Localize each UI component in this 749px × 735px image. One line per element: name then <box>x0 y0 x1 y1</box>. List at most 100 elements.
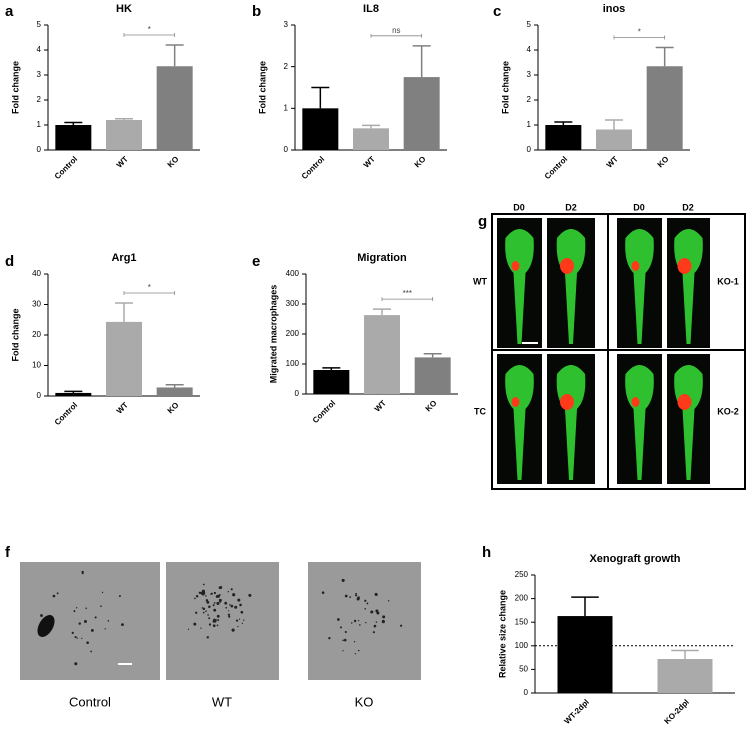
cell-dot <box>359 624 361 626</box>
y-tick-label: 100 <box>515 641 529 650</box>
cell-dot <box>213 591 216 595</box>
cell-dot <box>365 621 367 624</box>
tumor <box>560 394 574 410</box>
cell-dot <box>343 638 347 642</box>
y-tick-label: 2 <box>527 95 532 104</box>
panel-letter: b <box>252 3 261 20</box>
cell-dot <box>370 610 374 614</box>
bar <box>106 321 142 396</box>
cell-dot <box>121 623 124 627</box>
error-bar <box>64 390 83 393</box>
tumor <box>511 397 520 407</box>
cell-dot <box>90 628 94 632</box>
cell-dot <box>202 591 206 595</box>
cell-dot <box>208 617 211 620</box>
cell-dot <box>354 653 357 655</box>
cell-dot <box>239 603 242 607</box>
image-caption: WT <box>212 694 232 709</box>
cell-dot <box>216 594 220 598</box>
error-bar <box>412 45 431 78</box>
cell-dot <box>341 578 345 582</box>
x-tick-label: WT <box>362 154 377 169</box>
y-tick-label: 250 <box>515 570 529 579</box>
cell-dot <box>328 636 331 640</box>
cell-dot <box>219 598 222 602</box>
cell-dot <box>342 639 344 642</box>
cell-dot <box>364 607 366 610</box>
y-axis-label: Fold change <box>10 308 20 361</box>
fish-body <box>505 365 534 480</box>
y-tick-label: 1 <box>527 120 532 129</box>
cell-dot <box>107 620 110 622</box>
significance-label: * <box>148 25 151 34</box>
cell-dot <box>73 610 76 613</box>
row-label: KO-2 <box>717 406 739 416</box>
cell-dot <box>202 583 205 586</box>
panel-letter: d <box>5 253 14 270</box>
chart-title: HK <box>116 3 132 15</box>
panel-letter: e <box>252 253 260 270</box>
cell-dot <box>248 593 252 597</box>
y-tick-label: 40 <box>32 269 41 278</box>
cell-dot <box>212 624 216 628</box>
error-bar <box>571 596 599 617</box>
cell-dot <box>101 591 104 594</box>
bar <box>403 77 440 150</box>
cell-dot <box>237 598 241 602</box>
cell-dot <box>213 619 215 622</box>
x-tick-label: WT <box>373 398 388 413</box>
y-axis-label: Relative size change <box>497 590 507 678</box>
cell-dot <box>342 650 344 652</box>
panel-letter: c <box>493 3 501 20</box>
cell-dot <box>202 611 205 614</box>
error-bar <box>165 44 184 67</box>
cell-dot <box>366 602 369 605</box>
bar <box>557 616 613 693</box>
y-tick-label: 200 <box>286 329 300 338</box>
row-label: TC <box>474 406 486 416</box>
cell-dot <box>40 614 43 617</box>
cell-dot <box>224 601 228 605</box>
cell-dot <box>374 592 378 596</box>
y-tick-label: 50 <box>519 665 528 674</box>
cell-dot <box>227 610 230 612</box>
cell-dot <box>232 593 236 597</box>
cell-dot <box>355 594 358 597</box>
cell-dot <box>382 619 385 622</box>
panel-letter: h <box>482 544 491 561</box>
cell-dot <box>56 592 59 595</box>
x-tick-label: KO <box>424 399 439 414</box>
x-tick-label: KO-2dpl <box>663 698 691 726</box>
error-bar <box>423 353 442 358</box>
y-tick-label: 30 <box>32 300 41 309</box>
tumor <box>677 394 692 410</box>
bar <box>313 370 350 394</box>
y-tick-label: 0 <box>295 389 300 398</box>
cell-dot <box>350 622 353 624</box>
y-tick-label: 150 <box>515 617 529 626</box>
cell-dot <box>353 619 357 623</box>
bar <box>545 125 582 150</box>
cell-dot <box>321 591 325 594</box>
cell-dot <box>230 588 233 591</box>
y-tick-label: 300 <box>286 299 300 308</box>
x-tick-label: WT-2dpl <box>563 698 591 726</box>
error-bar <box>165 383 184 388</box>
cell-dot <box>353 641 356 643</box>
cell-dot <box>357 649 360 652</box>
cell-dot <box>81 570 84 574</box>
y-tick-label: 3 <box>37 70 42 79</box>
y-tick-label: 1 <box>284 103 289 112</box>
cell-dot <box>216 624 219 627</box>
cell-dot <box>86 641 89 644</box>
x-tick-label: KO <box>166 155 181 170</box>
cell-dot <box>357 596 360 599</box>
significance-label: ns <box>392 26 400 35</box>
x-tick-label: WT <box>605 154 620 169</box>
fish-body <box>674 365 703 480</box>
panel-letter: g <box>478 213 487 230</box>
cell-dot <box>52 594 56 598</box>
chart-title: IL8 <box>363 3 379 15</box>
cell-dot <box>349 596 352 598</box>
cell-dot <box>231 628 235 632</box>
